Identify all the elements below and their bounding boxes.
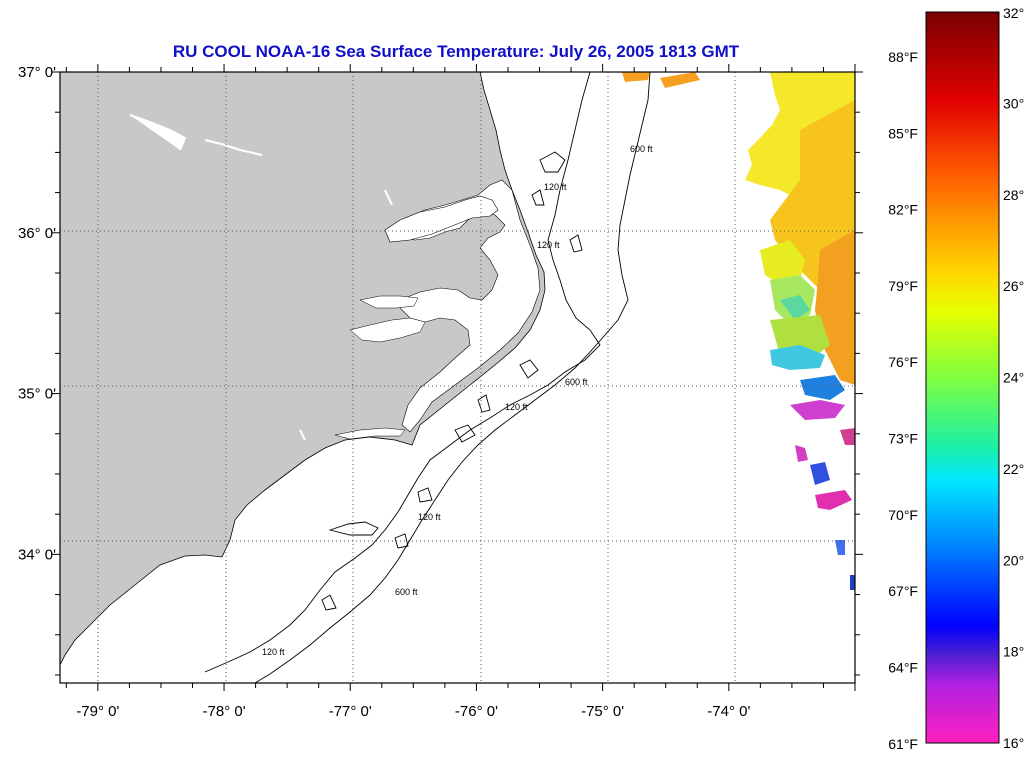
celsius-label: 18°C xyxy=(1003,644,1024,660)
celsius-label: 22°C xyxy=(1003,461,1024,477)
celsius-label: 26°C xyxy=(1003,278,1024,294)
fahrenheit-label: 82°F xyxy=(888,202,918,218)
contour-label-600ft: 600 ft xyxy=(395,587,418,597)
sst-data-swath xyxy=(622,72,855,590)
fahrenheit-label: 64°F xyxy=(888,659,918,675)
contour-120ft xyxy=(204,72,601,673)
latitude-label: 37° 0' xyxy=(18,64,56,81)
albemarle-sound xyxy=(384,195,499,243)
celsius-label: 32°C xyxy=(1003,5,1024,21)
fahrenheit-label: 73°F xyxy=(888,431,918,447)
celsius-label: 28°C xyxy=(1003,187,1024,203)
axis-ticks xyxy=(52,64,863,691)
river-inlet xyxy=(299,189,393,441)
contour-label-600ft: 600 ft xyxy=(565,377,588,387)
latitude-label: 36° 0' xyxy=(18,225,56,242)
fahrenheit-label: 61°F xyxy=(888,736,918,752)
fahrenheit-label: 70°F xyxy=(888,507,918,523)
longitude-label: -77° 0' xyxy=(329,703,372,720)
celsius-label: 16°C xyxy=(1003,735,1024,751)
celsius-label: 30°C xyxy=(1003,95,1024,111)
latitude-label: 34° 0' xyxy=(18,546,56,563)
fahrenheit-label: 85°F xyxy=(888,125,918,141)
colorbar xyxy=(925,11,1000,744)
contour-label-600ft: 600 ft xyxy=(630,144,653,154)
chesapeake-tributary xyxy=(129,114,263,156)
longitude-label: -74° 0' xyxy=(707,703,750,720)
celsius-label: 24°C xyxy=(1003,370,1024,386)
fahrenheit-label: 88°F xyxy=(888,49,918,65)
contour-label-120ft: 120 ft xyxy=(544,182,567,192)
plot-frame xyxy=(59,71,856,684)
latitude-label: 35° 0' xyxy=(18,386,56,403)
fahrenheit-label: 67°F xyxy=(888,583,918,599)
plot-area: 120 ft 120 ft 120 ft 120 ft 120 ft 600 f… xyxy=(60,72,855,683)
contour-label-120ft: 120 ft xyxy=(537,240,560,250)
colorbar-celsius-labels: 32°C 30°C 28°C 26°C 24°C 22°C 20°C 18°C 16°C xyxy=(1003,5,1024,751)
longitude-label: -79° 0' xyxy=(76,703,119,720)
longitude-labels: -79° 0' -78° 0' -77° 0' -76° 0' -75° 0' -74° … xyxy=(76,703,750,720)
contour-600ft xyxy=(254,72,651,683)
celsius-label: 20°C xyxy=(1003,552,1024,568)
pamlico-river xyxy=(359,295,419,309)
contour-label-120ft: 120 ft xyxy=(262,647,285,657)
map-title: RU COOL NOAA-16 Sea Surface Temperature:… xyxy=(173,42,740,61)
colorbar-fahrenheit-labels: 88°F 85°F 82°F 79°F 76°F 73°F 70°F 67°F 64°F 61°F xyxy=(888,49,918,752)
contour-label-120ft: 120 ft xyxy=(505,402,528,412)
neuse-river xyxy=(349,317,426,343)
longitude-label: -78° 0' xyxy=(203,703,246,720)
fahrenheit-label: 76°F xyxy=(888,354,918,370)
longitude-label: -76° 0' xyxy=(455,703,498,720)
graticule xyxy=(60,72,855,683)
latitude-labels: 37° 0' 36° 0' 35° 0' 34° 0' xyxy=(18,64,56,563)
contour-label-120ft: 120 ft xyxy=(418,512,441,522)
fahrenheit-label: 79°F xyxy=(888,278,918,294)
longitude-label: -75° 0' xyxy=(581,703,624,720)
